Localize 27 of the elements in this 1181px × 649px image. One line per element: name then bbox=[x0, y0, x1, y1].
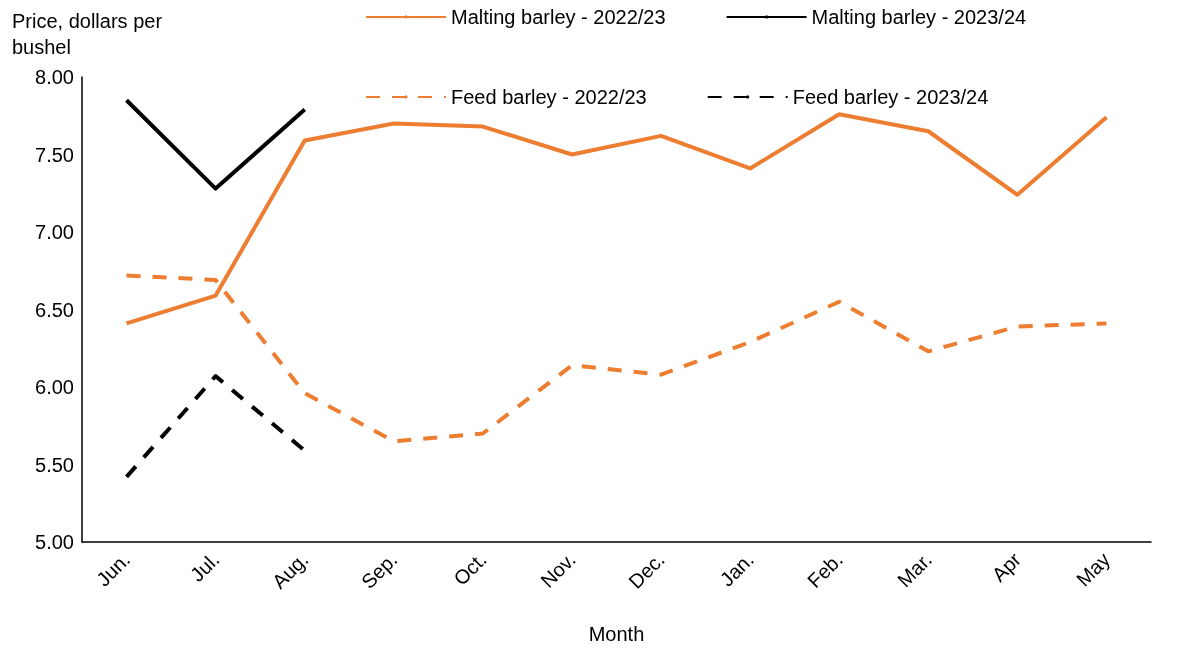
y-tick-label: 6.50 bbox=[35, 298, 74, 321]
x-tick-label: Dec. bbox=[624, 548, 669, 593]
x-tick-label: Nov. bbox=[536, 548, 580, 592]
y-tick-label: 6.00 bbox=[35, 376, 74, 398]
x-tick-label: Apr bbox=[987, 547, 1026, 586]
y-tick-label: 7.00 bbox=[35, 221, 74, 243]
legend-label: Feed barley - 2023/24 bbox=[792, 86, 989, 108]
x-tick-label: Aug. bbox=[267, 548, 313, 593]
x-tick-label: Jun. bbox=[92, 548, 135, 591]
line-series bbox=[124, 273, 1109, 444]
x-tick-label: Mar. bbox=[893, 548, 937, 592]
x-tick-label: Sep. bbox=[356, 548, 402, 593]
legend-label: Feed barley - 2022/23 bbox=[451, 86, 647, 108]
y-axis-title: Price, dollars per bushel bbox=[12, 10, 168, 58]
x-tick-label: Oct. bbox=[449, 548, 491, 590]
x-tick-label: Jul. bbox=[185, 548, 224, 586]
line-series bbox=[124, 112, 1109, 326]
x-tick-label: Feb. bbox=[803, 548, 847, 593]
legend-label: Malting barley - 2022/23 bbox=[451, 6, 666, 28]
y-tick-label: 8.00 bbox=[35, 66, 74, 88]
x-tick-label: Jan. bbox=[715, 548, 758, 591]
x-axis-title: Month bbox=[588, 623, 645, 645]
y-tick-label: 7.50 bbox=[35, 143, 74, 166]
legend-label: Malting barley - 2023/24 bbox=[811, 6, 1027, 28]
x-tick-label: May bbox=[1071, 548, 1115, 591]
y-tick-label: 5.00 bbox=[35, 531, 74, 553]
y-tick-label: 5.50 bbox=[35, 453, 74, 476]
